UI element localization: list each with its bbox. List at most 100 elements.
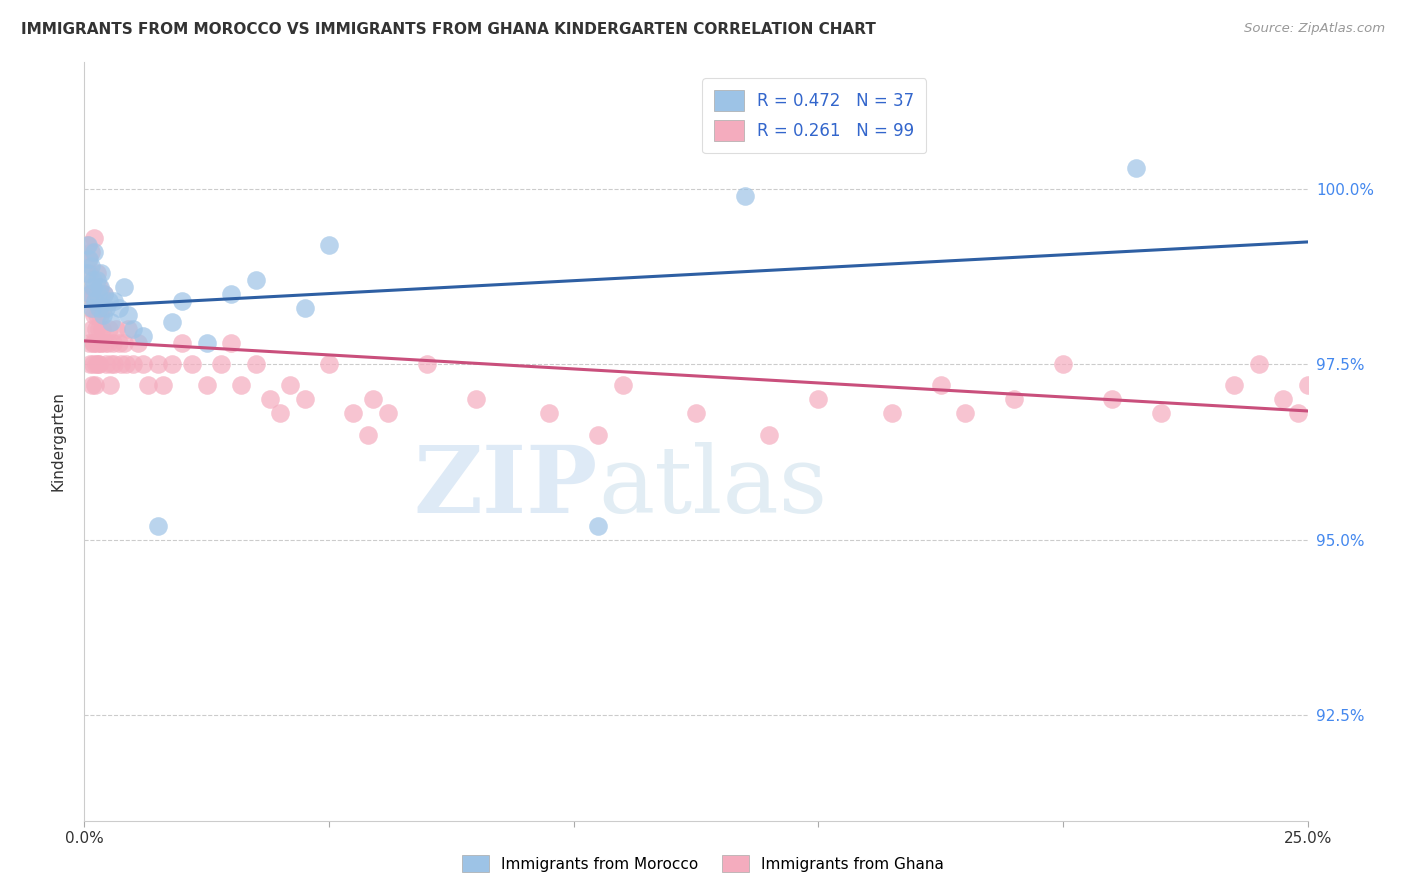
Point xyxy=(1346,407,1368,421)
Point xyxy=(758,427,780,442)
Point xyxy=(87,287,110,301)
Point xyxy=(209,357,232,371)
Point xyxy=(100,315,122,329)
Point xyxy=(77,336,100,351)
Point xyxy=(76,287,98,301)
Point xyxy=(82,336,104,351)
Point xyxy=(219,336,242,351)
Point xyxy=(117,308,139,322)
Point xyxy=(80,378,103,392)
Point xyxy=(1272,392,1295,407)
Point xyxy=(136,378,159,392)
Point xyxy=(83,231,105,245)
Point xyxy=(1150,407,1173,421)
Text: Source: ZipAtlas.com: Source: ZipAtlas.com xyxy=(1244,22,1385,36)
Point xyxy=(101,336,124,351)
Point xyxy=(259,392,281,407)
Point xyxy=(361,392,384,407)
Point xyxy=(1296,378,1319,392)
Point xyxy=(80,322,103,336)
Point xyxy=(107,301,129,315)
Point xyxy=(89,280,111,294)
Point xyxy=(1052,357,1074,371)
Point xyxy=(84,378,107,392)
Point xyxy=(83,308,105,322)
Point xyxy=(80,301,103,315)
Point xyxy=(84,294,107,309)
Point xyxy=(86,308,108,322)
Point xyxy=(586,427,609,442)
Point xyxy=(90,266,112,280)
Point xyxy=(100,357,122,371)
Point xyxy=(96,301,118,315)
Point xyxy=(91,301,114,315)
Point xyxy=(86,336,108,351)
Point xyxy=(122,322,145,336)
Point xyxy=(1223,378,1246,392)
Point xyxy=(82,273,104,287)
Point xyxy=(115,357,138,371)
Point xyxy=(76,266,98,280)
Y-axis label: Kindergarten: Kindergarten xyxy=(51,392,66,491)
Point xyxy=(1101,392,1123,407)
Point xyxy=(195,378,218,392)
Point xyxy=(80,244,103,259)
Point xyxy=(146,518,169,533)
Point xyxy=(82,280,104,294)
Point xyxy=(1247,357,1270,371)
Text: IMMIGRANTS FROM MOROCCO VS IMMIGRANTS FROM GHANA KINDERGARTEN CORRELATION CHART: IMMIGRANTS FROM MOROCCO VS IMMIGRANTS FR… xyxy=(21,22,876,37)
Point xyxy=(79,287,101,301)
Point xyxy=(98,378,121,392)
Point xyxy=(107,336,129,351)
Text: atlas: atlas xyxy=(598,442,827,532)
Point xyxy=(146,357,169,371)
Point xyxy=(103,294,125,309)
Point xyxy=(127,336,149,351)
Point xyxy=(464,392,486,407)
Point xyxy=(538,407,561,421)
Point xyxy=(93,287,115,301)
Point xyxy=(294,301,316,315)
Point xyxy=(112,336,135,351)
Point xyxy=(94,336,117,351)
Point xyxy=(181,357,204,371)
Point xyxy=(162,357,184,371)
Point xyxy=(112,280,135,294)
Point xyxy=(77,266,100,280)
Point xyxy=(734,189,756,203)
Point xyxy=(77,252,100,266)
Point xyxy=(195,336,218,351)
Point xyxy=(84,357,107,371)
Point xyxy=(86,273,108,287)
Point xyxy=(245,273,267,287)
Legend: R = 0.472   N = 37, R = 0.261   N = 99: R = 0.472 N = 37, R = 0.261 N = 99 xyxy=(703,78,927,153)
Point xyxy=(87,357,110,371)
Point xyxy=(87,357,110,371)
Point xyxy=(80,259,103,273)
Point xyxy=(122,357,145,371)
Point xyxy=(377,407,399,421)
Point xyxy=(82,357,104,371)
Point xyxy=(105,322,128,336)
Point xyxy=(89,287,111,301)
Point xyxy=(318,238,340,252)
Point xyxy=(416,357,439,371)
Point xyxy=(929,378,952,392)
Point xyxy=(82,280,104,294)
Point xyxy=(586,518,609,533)
Text: ZIP: ZIP xyxy=(413,442,598,532)
Point xyxy=(245,357,267,371)
Point xyxy=(132,357,155,371)
Point xyxy=(79,301,101,315)
Point xyxy=(86,266,108,280)
Point xyxy=(87,322,110,336)
Point xyxy=(294,392,316,407)
Point xyxy=(1320,392,1343,407)
Point xyxy=(1002,392,1025,407)
Point xyxy=(89,308,111,322)
Point xyxy=(90,336,112,351)
Point xyxy=(342,407,364,421)
Point xyxy=(1125,161,1147,175)
Point xyxy=(162,315,184,329)
Point xyxy=(110,357,132,371)
